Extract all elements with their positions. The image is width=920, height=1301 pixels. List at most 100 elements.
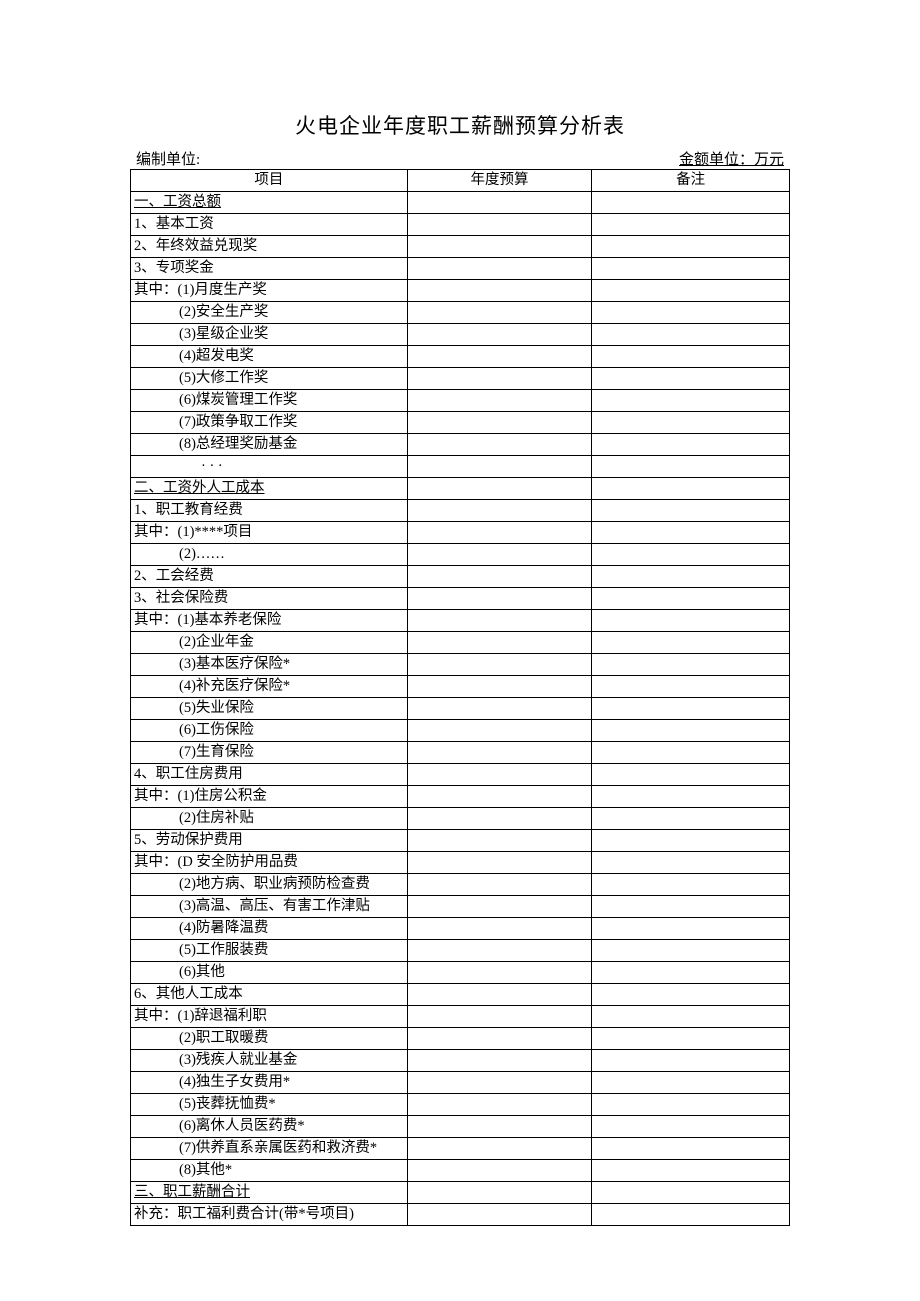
budget-cell [407,632,592,654]
remark-cell [592,698,790,720]
table-row: 其中：(1)基本养老保险 [131,610,790,632]
remark-cell [592,478,790,500]
remark-cell [592,1182,790,1204]
table-row: (6)离休人员医药费* [131,1116,790,1138]
item-cell: (3)高温、高压、有害工作津贴 [131,896,408,918]
item-cell: (2)安全生产奖 [131,302,408,324]
budget-cell [407,478,592,500]
table-row: (3)星级企业奖 [131,324,790,346]
budget-cell [407,1028,592,1050]
table-row: (3)基本医疗保险* [131,654,790,676]
remark-cell [592,434,790,456]
table-row: · · · [131,456,790,478]
table-row: (5)丧葬抚恤费* [131,1094,790,1116]
table-row: 3、社会保险费 [131,588,790,610]
item-cell: 其中：(1)****项目 [131,522,408,544]
budget-cell [407,566,592,588]
table-row: (6)其他 [131,962,790,984]
table-row: 其中：(1)住房公积金 [131,786,790,808]
remark-cell [592,1116,790,1138]
budget-cell [407,698,592,720]
item-cell: (4)防暑降温费 [131,918,408,940]
table-row: (6)工伤保险 [131,720,790,742]
budget-cell [407,1050,592,1072]
remark-cell [592,588,790,610]
remark-cell [592,764,790,786]
item-cell: (2)企业年金 [131,632,408,654]
remark-cell [592,940,790,962]
item-cell: 3、社会保险费 [131,588,408,610]
budget-cell [407,324,592,346]
item-cell: 5、劳动保护费用 [131,830,408,852]
remark-cell [592,676,790,698]
table-row: (4)防暑降温费 [131,918,790,940]
remark-cell [592,786,790,808]
budget-table: 项目年度预算备注一、工资总额1、基本工资2、年终效益兑现奖3、专项奖金其中：(1… [130,169,790,1226]
meta-currency-label: 金额单位：万元 [679,148,784,169]
table-row: (7)生育保险 [131,742,790,764]
budget-cell [407,500,592,522]
remark-cell [592,984,790,1006]
item-cell: (2)地方病、职业病预防检查费 [131,874,408,896]
remark-cell [592,280,790,302]
budget-cell [407,544,592,566]
table-row: 4、职工住房费用 [131,764,790,786]
remark-cell [592,852,790,874]
table-row: (3)高温、高压、有害工作津贴 [131,896,790,918]
item-cell: (5)丧葬抚恤费* [131,1094,408,1116]
budget-cell [407,456,592,478]
item-cell: · · · [131,456,408,478]
budget-cell [407,918,592,940]
budget-cell [407,742,592,764]
item-cell: 2、年终效益兑现奖 [131,236,408,258]
budget-cell [407,764,592,786]
item-cell: (4)超发电奖 [131,346,408,368]
remark-cell [592,1204,790,1226]
item-cell: 3、专项奖金 [131,258,408,280]
budget-cell [407,896,592,918]
budget-cell [407,676,592,698]
budget-cell [407,720,592,742]
item-cell: (5)大修工作奖 [131,368,408,390]
item-cell: 二、工资外人工成本 [131,478,408,500]
table-row: 其中：(1)****项目 [131,522,790,544]
item-cell: 4、职工住房费用 [131,764,408,786]
budget-cell [407,192,592,214]
header-budget: 年度预算 [407,170,592,192]
budget-cell [407,1116,592,1138]
remark-cell [592,1160,790,1182]
remark-cell [592,896,790,918]
remark-cell [592,412,790,434]
remark-cell [592,610,790,632]
budget-cell [407,1072,592,1094]
remark-cell [592,918,790,940]
item-cell: 6、其他人工成本 [131,984,408,1006]
item-cell: (2)住房补贴 [131,808,408,830]
remark-cell [592,324,790,346]
table-row: (2)…… [131,544,790,566]
table-row: (8)总经理奖励基金 [131,434,790,456]
budget-cell [407,280,592,302]
item-cell: (3)基本医疗保险* [131,654,408,676]
remark-cell [592,808,790,830]
item-cell: 1、职工教育经费 [131,500,408,522]
item-cell: 其中：(1)住房公积金 [131,786,408,808]
budget-cell [407,786,592,808]
budget-cell [407,654,592,676]
item-cell: (7)生育保险 [131,742,408,764]
budget-cell [407,1094,592,1116]
table-row: (2)住房补贴 [131,808,790,830]
table-row: 3、专项奖金 [131,258,790,280]
remark-cell [592,346,790,368]
table-row: 1、职工教育经费 [131,500,790,522]
budget-cell [407,1160,592,1182]
item-cell: (6)其他 [131,962,408,984]
item-cell: 其中：(1)基本养老保险 [131,610,408,632]
table-row: 5、劳动保护费用 [131,830,790,852]
table-row: (2)企业年金 [131,632,790,654]
table-row: 6、其他人工成本 [131,984,790,1006]
item-cell: 补充：职工福利费合计(带*号项目) [131,1204,408,1226]
remark-cell [592,830,790,852]
budget-cell [407,1204,592,1226]
table-row: 2、工会经费 [131,566,790,588]
